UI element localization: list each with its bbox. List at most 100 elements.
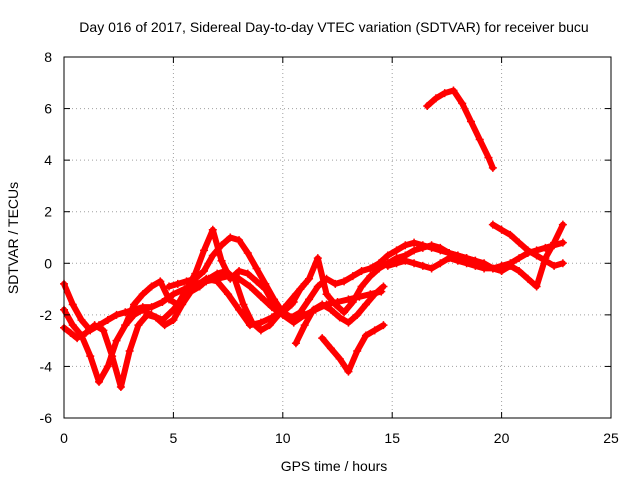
data-point bbox=[353, 346, 362, 355]
data-point bbox=[344, 367, 353, 376]
data-point bbox=[108, 352, 117, 361]
data-point bbox=[558, 259, 567, 268]
data-point bbox=[305, 274, 314, 283]
data-series bbox=[60, 86, 567, 392]
data-point bbox=[550, 238, 559, 247]
data-point bbox=[151, 313, 160, 322]
data-point bbox=[401, 241, 410, 250]
data-point bbox=[95, 377, 104, 386]
x-axis-label: GPS time / hours bbox=[281, 458, 388, 474]
data-point bbox=[270, 295, 279, 304]
data-point bbox=[235, 236, 244, 245]
data-point bbox=[213, 269, 222, 278]
data-point bbox=[287, 313, 296, 322]
y-tick-label: 6 bbox=[44, 101, 52, 117]
data-point bbox=[134, 321, 143, 330]
data-point bbox=[165, 282, 174, 291]
data-point bbox=[418, 261, 427, 270]
data-point bbox=[103, 316, 112, 325]
data-point bbox=[287, 300, 296, 309]
data-point bbox=[515, 267, 524, 276]
data-point bbox=[169, 316, 178, 325]
data-point bbox=[348, 297, 357, 306]
data-point bbox=[427, 264, 436, 273]
data-point bbox=[226, 233, 235, 242]
data-point bbox=[86, 352, 95, 361]
data-point bbox=[440, 89, 449, 98]
data-point bbox=[309, 305, 318, 314]
y-tick-label: -4 bbox=[40, 358, 53, 374]
data-point bbox=[305, 295, 314, 304]
data-point bbox=[112, 310, 121, 319]
data-point bbox=[331, 300, 340, 309]
data-point bbox=[480, 264, 489, 273]
data-point bbox=[243, 248, 252, 257]
data-point bbox=[357, 282, 366, 291]
data-point bbox=[379, 282, 388, 291]
data-point bbox=[558, 220, 567, 229]
data-point bbox=[335, 354, 344, 363]
y-tick-label: 8 bbox=[44, 49, 52, 65]
data-point bbox=[103, 362, 112, 371]
data-point bbox=[410, 238, 419, 247]
data-point bbox=[191, 274, 200, 283]
data-point bbox=[340, 308, 349, 317]
data-point bbox=[130, 300, 139, 309]
y-tick-label: 0 bbox=[44, 255, 52, 271]
data-point bbox=[379, 321, 388, 330]
data-point bbox=[361, 331, 370, 340]
chart-title: Day 016 of 2017, Sidereal Day-to-day VTE… bbox=[79, 19, 588, 35]
y-tick-label: 4 bbox=[44, 152, 52, 168]
data-point bbox=[488, 220, 497, 229]
data-point bbox=[147, 303, 156, 312]
data-point bbox=[466, 117, 475, 126]
x-tick-label: 15 bbox=[384, 430, 400, 446]
data-point bbox=[532, 282, 541, 291]
data-point bbox=[453, 256, 462, 265]
data-point bbox=[81, 328, 90, 337]
series-track-10 bbox=[423, 86, 497, 172]
data-point bbox=[475, 135, 484, 144]
data-point bbox=[418, 241, 427, 250]
data-point bbox=[361, 300, 370, 309]
x-tick-label: 0 bbox=[60, 430, 68, 446]
data-point bbox=[515, 238, 524, 247]
data-point bbox=[532, 251, 541, 260]
data-point bbox=[370, 290, 379, 299]
data-point bbox=[252, 264, 261, 273]
series-track-6 bbox=[291, 282, 388, 348]
series-track-9 bbox=[488, 220, 567, 270]
data-point bbox=[256, 318, 265, 327]
data-point bbox=[436, 259, 445, 268]
data-point bbox=[326, 305, 335, 314]
data-point bbox=[195, 282, 204, 291]
data-point bbox=[348, 272, 357, 281]
data-point bbox=[300, 321, 309, 330]
data-point bbox=[278, 308, 287, 317]
series-trace bbox=[319, 322, 387, 375]
data-point bbox=[462, 259, 471, 268]
data-point bbox=[322, 274, 331, 283]
data-point bbox=[147, 282, 156, 291]
data-point bbox=[239, 300, 248, 309]
data-point bbox=[204, 274, 213, 283]
data-point bbox=[410, 246, 419, 255]
data-point bbox=[313, 254, 322, 263]
data-point bbox=[427, 243, 436, 252]
data-point bbox=[256, 292, 265, 301]
data-point bbox=[208, 251, 217, 260]
x-tick-label: 25 bbox=[603, 430, 619, 446]
data-point bbox=[156, 277, 165, 286]
data-point bbox=[458, 99, 467, 108]
data-point bbox=[224, 290, 233, 299]
data-point bbox=[488, 264, 497, 273]
x-tick-label: 20 bbox=[494, 430, 510, 446]
data-point bbox=[68, 321, 77, 330]
data-point bbox=[245, 282, 254, 291]
data-point bbox=[471, 261, 480, 270]
data-point bbox=[165, 295, 174, 304]
data-point bbox=[213, 277, 222, 286]
data-point bbox=[318, 300, 327, 309]
data-point bbox=[217, 256, 226, 265]
